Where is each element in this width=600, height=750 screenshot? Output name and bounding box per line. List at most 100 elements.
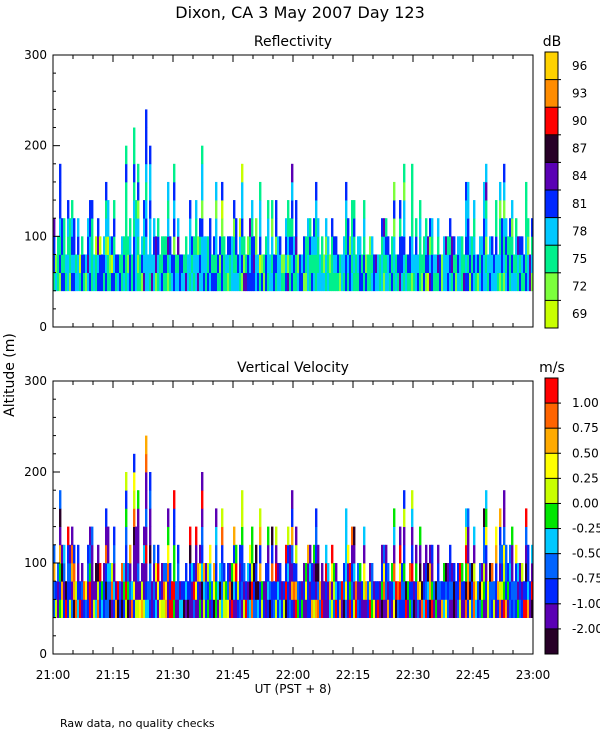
velocity-cell — [515, 563, 518, 582]
reflectivity-cell — [489, 236, 492, 255]
reflectivity-cell — [157, 254, 160, 273]
velocity-cell — [347, 599, 350, 618]
reflectivity-cell — [67, 272, 70, 292]
reflectivity-cell — [383, 254, 386, 273]
reflectivity-cell — [189, 236, 192, 255]
velocity-cell — [345, 526, 348, 546]
reflectivity-cell — [341, 272, 344, 292]
velocity-cell — [525, 599, 528, 618]
reflectivity-cell — [491, 254, 494, 273]
velocity-cell — [147, 599, 150, 618]
velocity-cell — [503, 508, 506, 527]
velocity-cell — [331, 599, 334, 618]
reflectivity-cell — [201, 254, 204, 273]
reflectivity-cell — [379, 272, 382, 292]
velocity-cell — [265, 581, 268, 600]
reflectivity-cell — [393, 236, 396, 255]
reflectivity-cell — [221, 254, 224, 273]
reflectivity-cell — [347, 218, 350, 237]
reflectivity-cell — [173, 181, 176, 201]
reflectivity-cell — [515, 236, 518, 255]
velocity-cell — [433, 599, 436, 618]
velocity-cell — [173, 526, 176, 546]
reflectivity-cell — [203, 236, 206, 255]
reflectivity-cell — [181, 272, 184, 292]
velocity-cell — [185, 599, 188, 618]
velocity-cell — [201, 490, 204, 509]
reflectivity-cell — [249, 236, 252, 255]
reflectivity-cell — [447, 272, 450, 292]
velocity-cell — [199, 563, 202, 582]
velocity-cell — [251, 581, 254, 600]
reflectivity-cell — [493, 272, 496, 292]
velocity-cell — [459, 581, 462, 600]
velocity-cell — [511, 544, 514, 564]
velocity-cell — [481, 599, 484, 618]
velocity-cell — [469, 563, 472, 582]
reflectivity-cell — [199, 272, 202, 292]
reflectivity-cell — [69, 218, 72, 237]
velocity-cell — [59, 508, 62, 527]
velocity-cell — [363, 526, 366, 546]
velocity-cell — [349, 563, 352, 582]
velocity-colorbar-frame — [544, 377, 559, 655]
velocity-cell — [353, 599, 356, 618]
velocity-cell — [507, 581, 510, 600]
velocity-colorbar-swatch — [545, 503, 558, 529]
reflectivity-cell — [215, 181, 218, 201]
velocity-cell — [105, 581, 108, 600]
velocity-cell — [429, 599, 432, 618]
velocity-cell — [465, 508, 468, 527]
velocity-cell — [69, 544, 72, 564]
reflectivity-cell — [531, 254, 534, 273]
velocity-cell — [411, 581, 414, 600]
reflectivity-cell — [241, 163, 244, 183]
velocity-cell — [177, 544, 180, 564]
velocity-cell — [479, 581, 482, 600]
velocity-cell — [323, 599, 326, 618]
velocity-cell — [291, 508, 294, 527]
reflectivity-cell — [329, 272, 332, 292]
velocity-cell — [225, 599, 228, 618]
reflectivity-cell — [277, 272, 280, 292]
velocity-cell — [143, 581, 146, 600]
velocity-cell — [125, 581, 128, 600]
velocity-cell — [87, 599, 90, 618]
velocity-cell — [505, 563, 508, 582]
reflectivity-cell — [87, 254, 90, 273]
reflectivity-cell — [177, 236, 180, 255]
velocity-cell — [471, 599, 474, 618]
velocity-cell — [357, 581, 360, 600]
reflectivity-cell — [369, 254, 372, 273]
reflectivity-cell — [317, 272, 320, 292]
x-tick-label: 23:00 — [516, 668, 551, 682]
reflectivity-cell — [519, 236, 522, 255]
velocity-cell — [337, 599, 340, 618]
velocity-cell — [473, 544, 476, 564]
velocity-cell — [83, 599, 86, 618]
velocity-cell — [213, 599, 216, 618]
reflectivity-cell — [153, 236, 156, 255]
velocity-cell — [505, 544, 508, 564]
velocity-cell — [363, 599, 366, 618]
reflectivity-cell — [437, 236, 440, 255]
velocity-cell — [53, 599, 56, 618]
reflectivity-cell — [491, 236, 494, 255]
reflectivity-cell — [159, 272, 162, 292]
velocity-cell — [399, 544, 402, 564]
reflectivity-cell — [457, 236, 460, 255]
velocity-cell — [467, 563, 470, 582]
velocity-cell — [275, 544, 278, 564]
velocity-cell — [263, 581, 266, 600]
reflectivity-cell — [133, 181, 136, 201]
reflectivity-cell — [183, 254, 186, 273]
reflectivity-cell — [425, 236, 428, 255]
reflectivity-cell — [103, 254, 106, 273]
velocity-cell — [241, 563, 244, 582]
reflectivity-cell — [137, 163, 140, 183]
velocity-cell — [451, 599, 454, 618]
reflectivity-cell — [199, 218, 202, 237]
velocity-cell — [421, 599, 424, 618]
velocity-cell — [409, 563, 412, 582]
velocity-cell — [211, 581, 214, 600]
